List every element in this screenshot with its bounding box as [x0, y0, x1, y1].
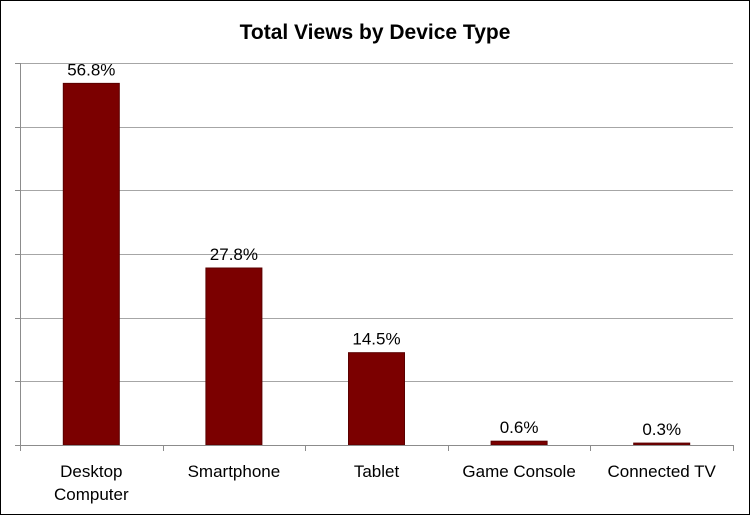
- category-tick-labels: Desktop Computer Smartphone Tablet Game Cons…: [54, 462, 717, 504]
- category-tick-label: Game Console: [462, 462, 575, 481]
- category-tick-label: Tablet: [354, 462, 400, 481]
- tick-label-line: Desktop: [60, 462, 122, 481]
- bars: [62, 82, 691, 446]
- bar: [348, 352, 405, 446]
- data-label: 27.8%: [210, 245, 258, 264]
- category-tick-label: Connected TV: [608, 462, 717, 481]
- data-label: 0.3%: [642, 420, 681, 439]
- tick-label-line: Connected TV: [608, 462, 717, 481]
- axes: [15, 63, 734, 451]
- bar: [633, 442, 691, 446]
- category-tick-label: Desktop Computer: [54, 462, 129, 504]
- bar: [490, 440, 548, 446]
- data-labels: 56.8% 27.8% 14.5% 0.6% 0.3%: [67, 60, 681, 439]
- bar: [62, 82, 120, 446]
- bar: [205, 267, 263, 446]
- tick-label-line: Game Console: [462, 462, 575, 481]
- gridlines: [20, 63, 733, 382]
- chart-title: Total Views by Device Type: [240, 21, 511, 44]
- data-label: 0.6%: [500, 418, 539, 437]
- data-label: 56.8%: [67, 60, 115, 79]
- category-tick-label: Smartphone: [188, 462, 281, 481]
- tick-label-line: Smartphone: [188, 462, 281, 481]
- data-label: 14.5%: [352, 330, 400, 349]
- tick-label-line: Tablet: [354, 462, 400, 481]
- tick-label-line: Computer: [54, 485, 129, 504]
